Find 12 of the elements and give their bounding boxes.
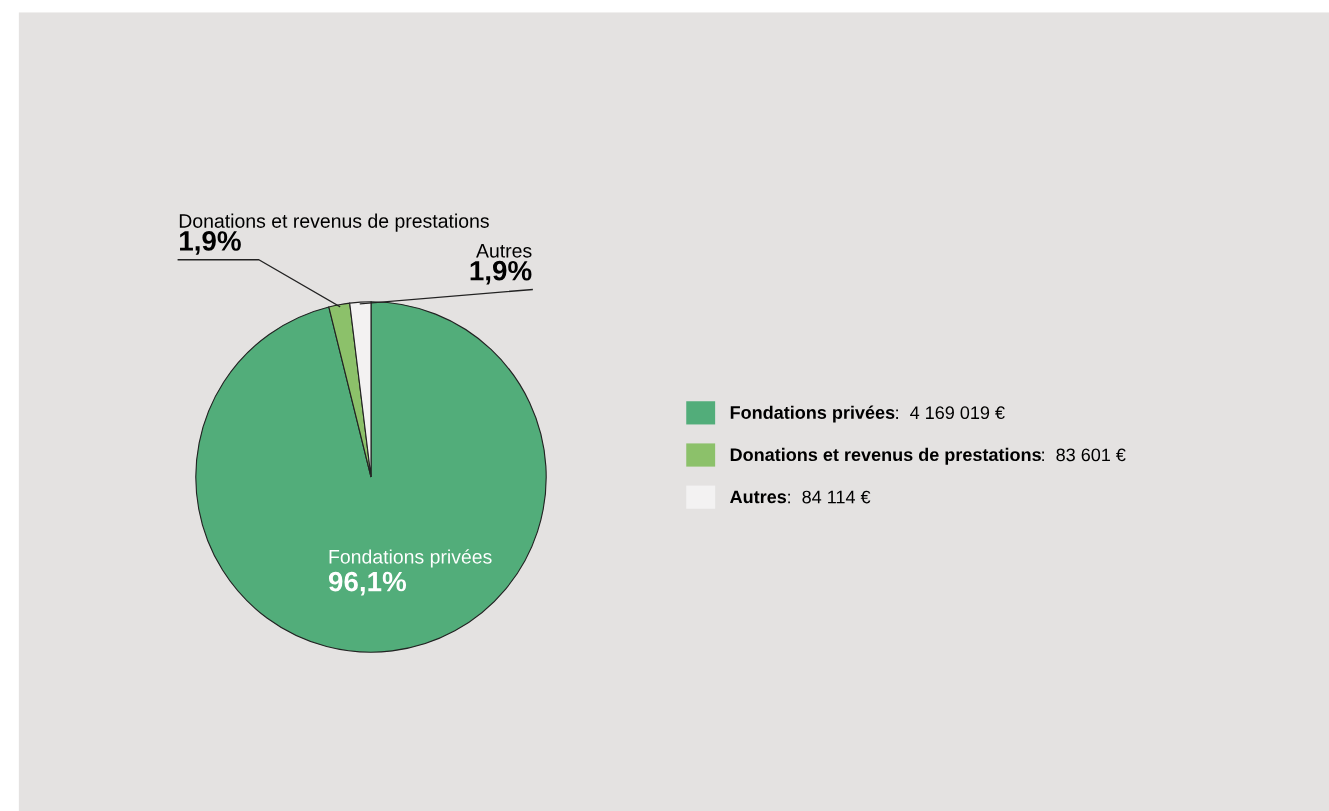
slice-label: Donations et revenus de prestations — [179, 213, 489, 232]
legend-label: Fondations privées — [730, 405, 895, 423]
data-label: 1,9% — [470, 260, 532, 285]
slice-label: Fondations privées — [329, 549, 492, 568]
slice-label: Autres — [476, 244, 532, 258]
text: : 84 114 € — [788, 490, 871, 504]
data-label: 1,9% — [180, 231, 241, 255]
data-label: 96,1% — [328, 571, 407, 596]
text: : 83 601 € — [1042, 448, 1126, 462]
legend-label: Donations et revenus de prestations — [730, 447, 1041, 465]
text: : 4 169 019 € — [896, 406, 1005, 420]
legend-label: Autres — [730, 490, 787, 504]
